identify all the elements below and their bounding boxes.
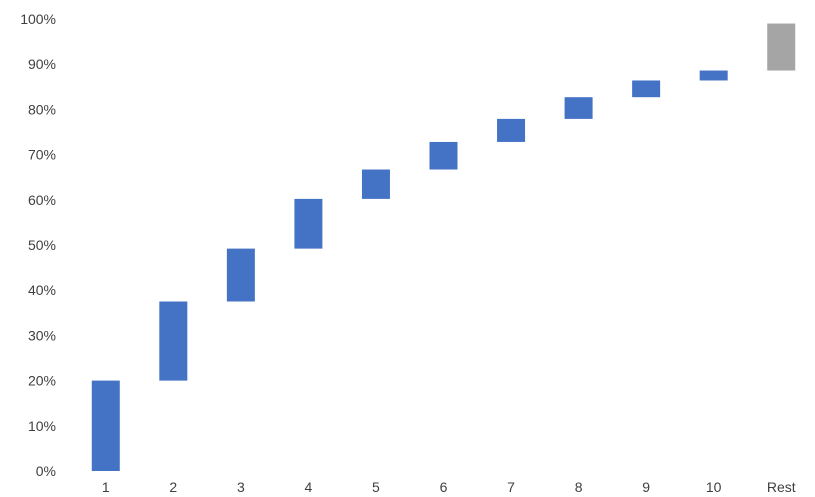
bar-3 [226, 248, 255, 302]
bar-4 [294, 198, 323, 249]
y-tick-label: 60% [28, 192, 56, 208]
x-axis-ticks: 1 2 3 4 5 6 7 8 9 10 Rest [102, 479, 796, 495]
x-tick-label: 6 [440, 479, 448, 495]
x-tick-label: 7 [507, 479, 515, 495]
bar-9 [632, 80, 661, 98]
x-tick-label: 10 [706, 479, 722, 495]
y-tick-label: 0% [36, 463, 56, 479]
bar-1 [91, 380, 120, 471]
bars [91, 23, 796, 471]
bar-8 [564, 97, 593, 119]
y-tick-label: 10% [28, 418, 56, 434]
y-tick-label: 20% [28, 373, 56, 389]
y-tick-label: 70% [28, 147, 56, 163]
bar-10 [699, 70, 728, 81]
y-tick-label: 30% [28, 327, 56, 343]
x-tick-label: 8 [575, 479, 583, 495]
x-tick-label: 9 [642, 479, 650, 495]
y-tick-label: 100% [20, 11, 56, 27]
bar-2 [159, 301, 188, 381]
y-tick-label: 50% [28, 237, 56, 253]
bar-6 [429, 141, 458, 170]
x-tick-label: 4 [305, 479, 313, 495]
y-tick-label: 90% [28, 56, 56, 72]
bar-7 [497, 118, 526, 142]
x-tick-label: 3 [237, 479, 245, 495]
x-tick-label: 2 [169, 479, 177, 495]
bar-rest [767, 23, 796, 71]
x-tick-label: 5 [372, 479, 380, 495]
bar-5 [361, 169, 390, 199]
y-tick-label: 40% [28, 282, 56, 298]
x-tick-label: Rest [767, 479, 796, 495]
x-tick-label: 1 [102, 479, 110, 495]
y-axis-ticks: 0% 10% 20% 30% 40% 50% 60% 70% 80% 90% 100% [20, 11, 56, 479]
y-tick-label: 80% [28, 101, 56, 117]
